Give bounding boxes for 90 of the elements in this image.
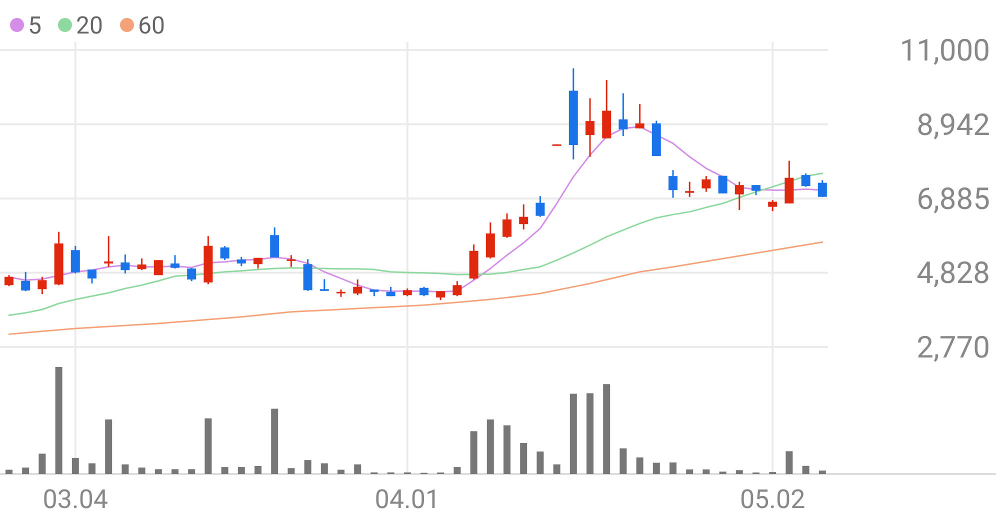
candlestick — [70, 245, 80, 274]
bar — [570, 394, 577, 474]
bar — [786, 451, 793, 474]
candlestick — [120, 254, 130, 274]
candlestick — [420, 286, 428, 297]
candlestick — [818, 179, 827, 198]
candlestick — [635, 103, 644, 130]
bar — [188, 469, 196, 474]
bar — [288, 468, 295, 474]
candlestick — [801, 172, 810, 188]
bar — [38, 454, 46, 474]
y-tick-label: 8,942 — [916, 108, 990, 143]
line-series — [8, 172, 824, 316]
bar — [338, 470, 344, 474]
bar — [221, 467, 228, 474]
bar — [536, 452, 544, 474]
bar — [271, 408, 278, 474]
bar — [122, 464, 129, 474]
bar — [6, 470, 12, 474]
bar — [620, 448, 627, 474]
y-tick-label: 2,770 — [916, 330, 990, 366]
candlestick — [270, 226, 280, 258]
candlestick — [320, 278, 329, 292]
legend-label: 60 — [138, 11, 165, 40]
bar — [603, 384, 610, 474]
bar — [520, 442, 528, 474]
bar — [55, 367, 62, 474]
candlestick — [586, 98, 594, 158]
y-tick-label: 4,828 — [916, 256, 990, 292]
bar — [818, 470, 826, 474]
candlestick — [752, 184, 760, 196]
bar — [72, 458, 79, 474]
bar — [802, 466, 810, 474]
candlestick — [236, 256, 246, 267]
candlestick — [38, 276, 47, 295]
candlestick — [220, 245, 230, 261]
bar — [586, 393, 594, 474]
bar — [154, 469, 162, 474]
bar — [320, 463, 328, 474]
line-series — [8, 241, 824, 335]
x-tick-label: 05.02 — [740, 485, 806, 515]
candlestick — [502, 212, 512, 239]
bar — [172, 469, 178, 474]
candlestick — [137, 258, 146, 271]
candlestick — [718, 175, 728, 194]
bar — [304, 460, 312, 474]
bar — [470, 431, 478, 474]
bar — [22, 468, 30, 474]
candlestick — [668, 169, 678, 199]
candlestick — [104, 235, 114, 268]
candlestick — [170, 254, 180, 270]
bar — [702, 469, 710, 474]
bar — [138, 468, 146, 474]
candlestick — [4, 274, 14, 287]
bar — [652, 462, 660, 474]
candlestick — [21, 271, 30, 292]
bar — [454, 467, 461, 474]
candlestick — [702, 175, 711, 193]
candlestick — [734, 181, 744, 211]
bar — [254, 466, 262, 474]
bar — [504, 425, 510, 474]
candlestick — [187, 267, 196, 282]
legend-label: 5 — [28, 11, 42, 40]
x-tick-label: 04.01 — [374, 485, 440, 515]
bar — [88, 463, 96, 474]
bar — [636, 457, 644, 474]
candlestick — [353, 278, 362, 296]
candlestick — [486, 222, 495, 260]
bar — [238, 467, 245, 474]
candlestick — [768, 199, 778, 212]
bar — [204, 418, 212, 474]
legend-label: 20 — [76, 11, 103, 40]
bar — [486, 419, 494, 474]
candlestick — [519, 204, 528, 230]
candlestick — [618, 92, 628, 137]
bar — [105, 419, 112, 474]
y-tick-label: 6,885 — [916, 182, 990, 217]
candlestick — [286, 254, 296, 268]
candlestick — [536, 195, 545, 218]
candlestick — [88, 268, 96, 284]
y-tick-label: 11,000 — [900, 34, 990, 68]
bar — [354, 464, 362, 474]
bar — [686, 469, 694, 474]
bar — [670, 462, 676, 474]
candlestick — [154, 259, 163, 276]
candlestick — [452, 280, 462, 297]
x-tick-label: 03.04 — [42, 485, 108, 515]
bar — [736, 470, 743, 474]
bar — [553, 464, 560, 474]
candlestick — [685, 181, 694, 198]
